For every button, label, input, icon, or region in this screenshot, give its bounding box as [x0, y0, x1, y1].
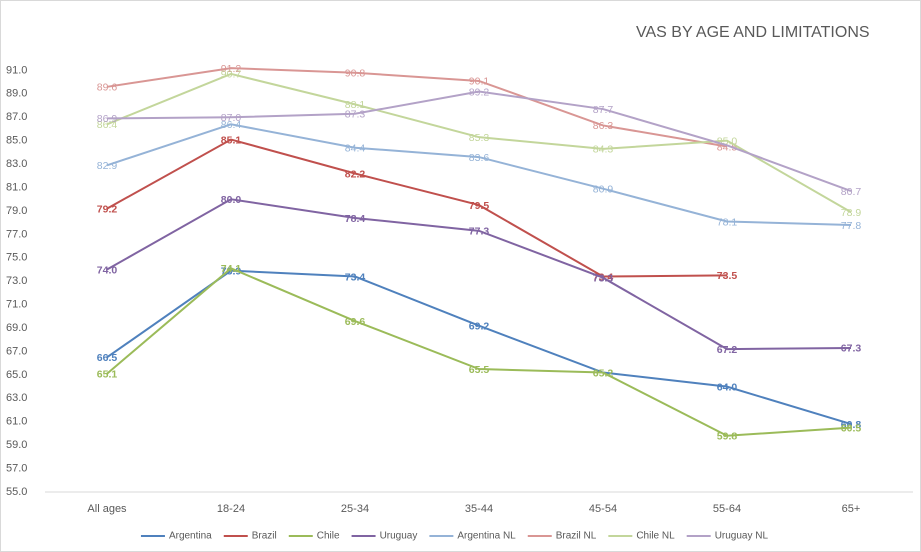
data-label: 67.3	[841, 343, 862, 355]
data-label: 73.5	[717, 270, 738, 282]
data-label: 77.8	[841, 220, 862, 232]
data-label: 90.1	[469, 76, 490, 88]
series-line	[106, 72, 852, 213]
data-label: 91.2	[221, 63, 242, 75]
legend-label: Argentina NL	[457, 531, 516, 542]
data-label: 85.3	[469, 132, 490, 144]
data-label: 84.3	[593, 144, 614, 156]
data-label: 82.2	[345, 168, 366, 180]
data-label: 73.3	[593, 272, 614, 284]
data-label: 60.5	[841, 422, 862, 434]
y-tick-label: 89.0	[6, 88, 27, 100]
x-tick-label: All ages	[87, 503, 127, 515]
legend-label: Uruguay NL	[715, 531, 769, 542]
series-line	[106, 67, 728, 148]
series-line	[106, 90, 852, 192]
y-tick-label: 81.0	[6, 181, 27, 193]
data-label: 73.4	[345, 271, 366, 283]
data-label: 89.6	[97, 82, 118, 94]
data-label: 80.9	[593, 183, 614, 195]
data-label: 86.4	[97, 119, 118, 131]
data-label: 78.1	[717, 216, 738, 228]
legend-label: Chile NL	[636, 531, 675, 542]
data-label: 78.4	[345, 213, 366, 225]
legend-label: Brazil NL	[556, 531, 597, 542]
chart-title: VAS BY AGE AND LIMITATIONS	[636, 24, 870, 41]
legend-label: Chile	[317, 531, 340, 542]
data-label: 64.0	[717, 381, 738, 393]
y-tick-label: 57.0	[6, 462, 27, 474]
data-label: 80.0	[221, 194, 242, 206]
legend-label: Argentina	[169, 531, 212, 542]
data-label: 59.8	[717, 431, 738, 443]
x-tick-label: 18-24	[217, 503, 245, 515]
y-tick-label: 61.0	[6, 416, 27, 428]
y-tick-label: 87.0	[6, 111, 27, 123]
data-label: 89.2	[469, 86, 490, 98]
data-label: 85.1	[221, 134, 242, 146]
data-label: 74.0	[97, 264, 118, 276]
x-tick-label: 55-64	[713, 503, 741, 515]
data-label: 74.1	[221, 263, 242, 275]
data-label: 84.4	[345, 142, 366, 154]
y-tick-label: 73.0	[6, 275, 27, 287]
data-label: 66.5	[97, 352, 118, 364]
series-line	[106, 269, 852, 426]
data-label: 69.6	[345, 316, 366, 328]
data-label: 90.8	[345, 68, 366, 80]
data-label: 73.9	[221, 265, 242, 277]
data-label: 86.9	[97, 113, 118, 125]
data-label: 69.2	[469, 320, 490, 332]
legend-label: Uruguay	[380, 531, 418, 542]
data-label: 77.3	[469, 226, 490, 238]
legend-label: Brazil	[252, 531, 277, 542]
y-tick-label: 71.0	[6, 299, 27, 311]
y-tick-label: 59.0	[6, 439, 27, 451]
data-label: 86.3	[593, 120, 614, 132]
data-label: 79.5	[469, 200, 490, 212]
data-label: 65.1	[97, 369, 118, 381]
y-tick-label: 79.0	[6, 205, 27, 217]
y-tick-label: 63.0	[6, 392, 27, 404]
x-tick-label: 45-54	[589, 503, 617, 515]
y-tick-label: 69.0	[6, 322, 27, 334]
series-line	[106, 123, 852, 226]
y-tick-label: 65.0	[6, 369, 27, 381]
y-tick-label: 77.0	[6, 228, 27, 240]
y-tick-label: 67.0	[6, 345, 27, 357]
data-label: 88.1	[345, 99, 366, 111]
data-label: 79.2	[97, 203, 118, 215]
data-label: 90.7	[221, 69, 242, 81]
data-label: 67.2	[717, 344, 738, 356]
x-tick-label: 25-34	[341, 503, 369, 515]
y-tick-label: 91.0	[6, 64, 27, 76]
data-label: 82.9	[97, 160, 118, 172]
series-line	[106, 198, 852, 351]
data-label: 86.4	[221, 119, 242, 131]
y-tick-label: 85.0	[6, 135, 27, 147]
x-tick-label: 65+	[842, 503, 861, 515]
data-label: 87.7	[593, 104, 614, 116]
data-label: 65.2	[593, 367, 614, 379]
series-line	[106, 138, 728, 278]
data-label: 80.7	[841, 186, 862, 198]
series-line	[106, 267, 852, 437]
data-label: 65.5	[469, 364, 490, 376]
data-label: 78.9	[841, 207, 862, 219]
y-tick-label: 75.0	[6, 252, 27, 264]
data-label: 87.3	[345, 109, 366, 121]
y-tick-label: 83.0	[6, 158, 27, 170]
y-tick-label: 55.0	[6, 486, 27, 498]
data-label: 83.6	[469, 152, 490, 164]
x-tick-label: 35-44	[465, 503, 493, 515]
data-label: 87.0	[221, 112, 242, 124]
